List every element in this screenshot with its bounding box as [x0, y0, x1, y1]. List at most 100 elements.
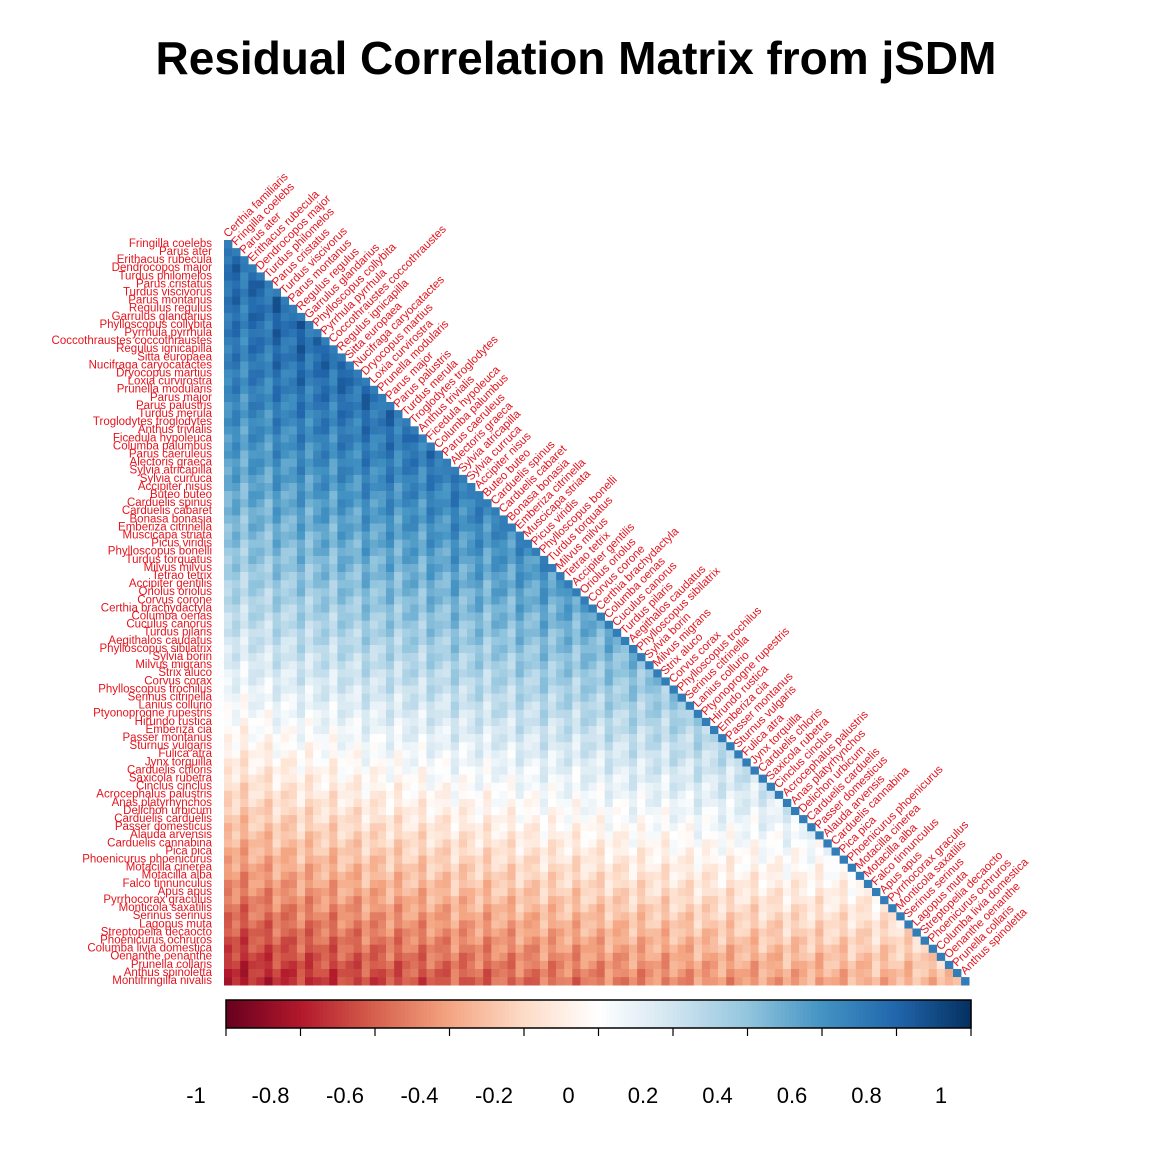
- heatmap-cell: [507, 912, 516, 921]
- heatmap-cell: [329, 410, 338, 419]
- heatmap-cell: [240, 758, 249, 767]
- heatmap-cell: [669, 928, 678, 937]
- heatmap-cell: [637, 863, 646, 873]
- heatmap-cell: [863, 920, 873, 929]
- heatmap-cell: [539, 669, 549, 678]
- heatmap-cell: [499, 928, 508, 937]
- heatmap-cell: [256, 717, 265, 727]
- heatmap-cell: [637, 944, 646, 954]
- heatmap-cell: [483, 564, 492, 573]
- heatmap-cell: [313, 474, 322, 484]
- heatmap-cell: [580, 628, 589, 638]
- heatmap-cell: [248, 345, 257, 354]
- heatmap-cell: [758, 952, 767, 962]
- heatmap-cell: [248, 337, 257, 346]
- heatmap-cell: [296, 312, 306, 322]
- heatmap-cell: [523, 823, 533, 832]
- heatmap-cell: [855, 904, 865, 913]
- heatmap-cell: [402, 952, 411, 962]
- row-label: Columba oenas: [131, 610, 212, 622]
- heatmap-cell: [240, 896, 249, 905]
- heatmap-cell: [507, 661, 516, 670]
- heatmap-cell: [224, 369, 233, 378]
- heatmap-cell: [337, 385, 346, 395]
- heatmap-cell: [855, 920, 865, 929]
- heatmap-cell: [345, 450, 354, 459]
- heatmap-cell: [256, 474, 265, 484]
- heatmap-cell: [313, 636, 322, 646]
- heatmap-cell: [710, 855, 719, 864]
- colorbar-segment: [475, 1000, 480, 1028]
- heatmap-cell: [596, 766, 605, 775]
- colorbar-segment: [930, 1000, 935, 1028]
- heatmap-cell: [556, 758, 565, 767]
- heatmap-cell: [596, 750, 605, 759]
- heatmap-cell: [329, 393, 338, 403]
- colorbar-segment: [687, 1000, 693, 1028]
- heatmap-cell: [483, 969, 492, 978]
- heatmap-cell: [831, 920, 840, 929]
- heatmap-cell: [645, 831, 654, 840]
- heatmap-cell: [847, 871, 857, 881]
- heatmap-cell: [475, 726, 484, 735]
- heatmap-cell: [353, 831, 362, 840]
- heatmap-cell: [248, 717, 257, 727]
- heatmap-cell: [353, 539, 362, 549]
- row-label: Parus cristatus: [136, 278, 212, 290]
- heatmap-cell: [661, 677, 670, 686]
- heatmap-cell: [661, 863, 670, 873]
- heatmap-cell: [394, 531, 403, 540]
- heatmap-cell: [782, 977, 792, 986]
- heatmap-cell: [539, 798, 549, 808]
- heatmap-cell: [410, 450, 419, 459]
- heatmap-cell: [353, 726, 362, 735]
- heatmap-cell: [264, 960, 273, 970]
- heatmap-cell: [394, 499, 403, 508]
- heatmap-cell: [677, 709, 686, 719]
- heatmap-cell: [361, 604, 371, 613]
- heatmap-cell: [669, 766, 678, 775]
- heatmap-cell: [329, 353, 338, 362]
- heatmap-cell: [232, 507, 241, 516]
- heatmap-cell: [799, 896, 808, 905]
- heatmap-cell: [588, 782, 597, 792]
- heatmap-cell: [288, 402, 298, 411]
- heatmap-cell: [710, 944, 719, 954]
- heatmap-cell: [693, 750, 703, 759]
- heatmap-cell: [515, 734, 524, 743]
- colorbar-segment: [650, 1000, 655, 1028]
- heatmap-cell: [677, 790, 686, 800]
- heatmap-cell: [596, 912, 605, 921]
- heatmap-cell: [305, 353, 314, 362]
- heatmap-cell: [523, 758, 533, 767]
- heatmap-cell: [467, 960, 476, 970]
- heatmap-cell: [596, 636, 605, 646]
- heatmap-cell: [612, 742, 622, 751]
- heatmap-cell: [888, 936, 897, 945]
- heatmap-cell: [807, 944, 816, 954]
- heatmap-cell: [580, 871, 589, 881]
- heatmap-cell: [280, 596, 290, 605]
- heatmap-cell: [499, 758, 508, 767]
- heatmap-cell: [402, 653, 411, 662]
- heatmap-cell: [321, 750, 330, 759]
- colorbar-segment: [836, 1000, 842, 1028]
- heatmap-cell: [224, 645, 233, 654]
- heatmap-cell: [572, 896, 581, 905]
- row-label: Loxia curvirostra: [128, 376, 213, 388]
- heatmap-cell: [369, 742, 379, 751]
- heatmap-cell: [337, 742, 346, 751]
- heatmap-cell: [718, 742, 727, 751]
- heatmap-cell: [458, 815, 468, 824]
- heatmap-cell: [394, 782, 403, 792]
- heatmap-cell: [661, 798, 670, 808]
- row-label: Phylloscopus sibilatrix: [100, 643, 213, 655]
- heatmap-cell: [612, 726, 622, 735]
- heatmap-cell: [572, 766, 581, 775]
- heatmap-cell: [329, 960, 338, 970]
- heatmap-cell: [224, 312, 233, 322]
- colorbar-segment: [859, 1000, 864, 1028]
- heatmap-cell: [556, 604, 565, 613]
- heatmap-cell: [232, 798, 241, 808]
- heatmap-cell: [426, 709, 435, 719]
